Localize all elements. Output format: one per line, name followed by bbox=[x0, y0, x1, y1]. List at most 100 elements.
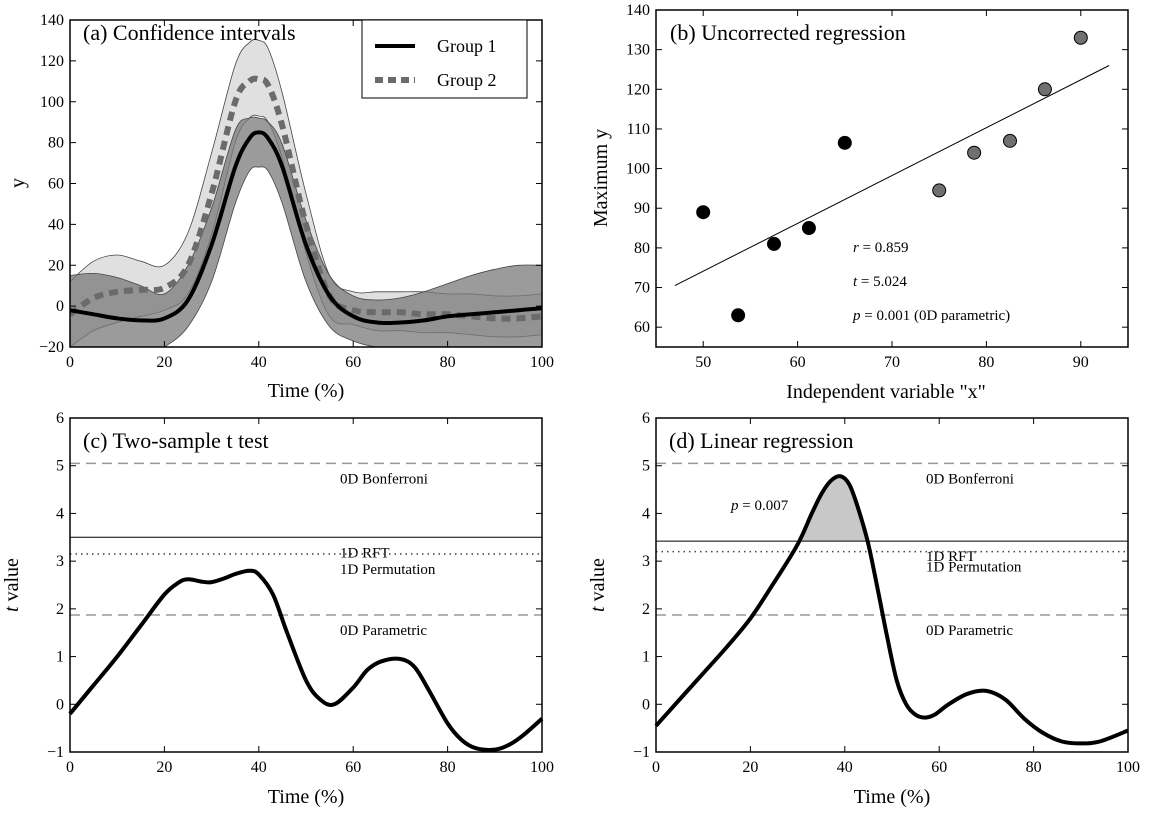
c-ytick-label: 5 bbox=[56, 458, 64, 475]
b-stat-t: t = 5.024 bbox=[853, 274, 907, 290]
a-ytick-label: 100 bbox=[40, 94, 64, 111]
c-ylabel: t value bbox=[1, 558, 23, 612]
d-xtick-label: 0 bbox=[652, 759, 660, 776]
d-xtick-label: 40 bbox=[837, 759, 853, 776]
b-stat-r-symbol: r bbox=[853, 240, 859, 256]
a-ylabel: y bbox=[7, 178, 29, 188]
c-xtick-label: 80 bbox=[440, 759, 456, 776]
d-threshold-label: 0D Parametric bbox=[926, 623, 1013, 639]
b-ytick-label: 130 bbox=[626, 42, 650, 59]
b-ytick-label: 90 bbox=[634, 200, 650, 217]
b-ylabel: Maximum y bbox=[590, 129, 612, 227]
b-ytick-label: 80 bbox=[634, 240, 650, 257]
a-ytick-label: 80 bbox=[48, 135, 64, 152]
d-supra-threshold-cluster bbox=[799, 476, 868, 542]
b-data-point bbox=[696, 205, 711, 220]
b-stat-p-symbol: p bbox=[852, 308, 861, 324]
panel-b-uncorrected-regression: 50 60 70 80 90 60 70 80 90 100 110 120 130 140 (b) Un… bbox=[590, 2, 1129, 403]
c-threshold-label: 0D Parametric bbox=[340, 623, 427, 639]
c-xtick-label: 60 bbox=[345, 759, 361, 776]
b-xtick-label: 60 bbox=[790, 354, 806, 371]
c-threshold-label: 1D RFT bbox=[340, 545, 390, 561]
a-xtick-label: 20 bbox=[156, 354, 172, 371]
a-legend-label-group2: Group 2 bbox=[437, 70, 497, 90]
d-xtick-label: 20 bbox=[742, 759, 758, 776]
b-stat-r-value: = 0.859 bbox=[859, 240, 909, 256]
d-t-curve bbox=[654, 474, 1129, 746]
b-points bbox=[696, 30, 1088, 323]
d-xtick-label: 60 bbox=[931, 759, 947, 776]
d-ytick-label: 6 bbox=[642, 410, 650, 427]
a-legend: Group 1 Group 2 bbox=[361, 19, 528, 99]
c-xlabel: Time (%) bbox=[268, 786, 344, 808]
c-ytick-label: 3 bbox=[56, 553, 64, 570]
a-ytick-label: −20 bbox=[39, 339, 64, 356]
a-ytick-label: 0 bbox=[56, 298, 64, 315]
a-mean-lines bbox=[70, 75, 542, 326]
b-xtick-label: 50 bbox=[695, 354, 711, 371]
d-ytick-label: 0 bbox=[642, 696, 650, 713]
c-ytick-label: 6 bbox=[56, 410, 64, 427]
b-data-point bbox=[1037, 82, 1052, 97]
a-xtick-label: 80 bbox=[440, 354, 456, 371]
b-xlabel: Independent variable "x" bbox=[786, 381, 986, 403]
a-xtick-label: 40 bbox=[251, 354, 267, 371]
c-ytick-label: 1 bbox=[56, 649, 64, 666]
a-series-line-2 bbox=[70, 75, 542, 322]
b-data-point bbox=[731, 308, 746, 323]
d-cluster-p-value: = 0.007 bbox=[739, 498, 789, 514]
a-title: (a) Confidence intervals bbox=[83, 20, 296, 45]
c-xtick-label: 20 bbox=[156, 759, 172, 776]
c-ytick-label: 2 bbox=[56, 601, 64, 618]
a-lines-clip bbox=[70, 75, 542, 326]
b-stat-p-value: = 0.001 (0D parametric) bbox=[861, 308, 1011, 324]
c-xtick-label: 0 bbox=[66, 759, 74, 776]
c-xtick-label: 100 bbox=[530, 759, 554, 776]
d-ylabel-rest: value bbox=[587, 558, 609, 601]
d-axes-frame bbox=[655, 417, 1129, 753]
a-ytick-label: 60 bbox=[48, 176, 64, 193]
a-xtick-label: 100 bbox=[530, 354, 554, 371]
b-title: (b) Uncorrected regression bbox=[670, 20, 906, 45]
b-stat-p: p = 0.001 (0D parametric) bbox=[852, 308, 1010, 324]
c-t-curve bbox=[68, 568, 544, 752]
d-ytick-label: −1 bbox=[633, 744, 650, 761]
b-stat-t-symbol: t bbox=[853, 274, 858, 290]
b-stat-t-value: = 5.024 bbox=[857, 274, 907, 290]
a-ytick-label: 40 bbox=[48, 216, 64, 233]
d-ytick-label: 4 bbox=[642, 505, 650, 522]
b-stat-r: r = 0.859 bbox=[853, 240, 909, 256]
d-threshold-label: 1D RFT bbox=[926, 549, 976, 565]
d-ytick-label: 2 bbox=[642, 601, 650, 618]
d-ytick-label: 3 bbox=[642, 553, 650, 570]
c-threshold-label: 0D Bonferroni bbox=[340, 471, 428, 487]
b-ytick-label: 70 bbox=[634, 280, 650, 297]
d-ytick-label: 1 bbox=[642, 649, 650, 666]
a-xlabel: Time (%) bbox=[268, 380, 344, 402]
a-ytick-label: 120 bbox=[40, 53, 64, 70]
c-ylabel-symbol: t bbox=[1, 606, 23, 612]
c-axes-frame bbox=[69, 417, 543, 753]
b-xtick-label: 90 bbox=[1073, 354, 1089, 371]
b-data-point bbox=[1073, 30, 1088, 45]
a-ytick-label: 140 bbox=[40, 12, 64, 29]
a-ytick-label: 20 bbox=[48, 257, 64, 274]
a-xtick-label: 0 bbox=[66, 354, 74, 371]
a-legend-box bbox=[361, 19, 528, 99]
d-cluster-p-label: p = 0.007 bbox=[730, 498, 789, 514]
c-ytick-label: 0 bbox=[56, 696, 64, 713]
c-ytick-label: 4 bbox=[56, 505, 64, 522]
d-ytick-label: 5 bbox=[642, 458, 650, 475]
a-ci-band-1 bbox=[70, 116, 542, 347]
b-ytick-label: 120 bbox=[626, 81, 650, 98]
b-ytick-label: 60 bbox=[634, 319, 650, 336]
c-ytick-label: −1 bbox=[47, 744, 64, 761]
d-xlabel: Time (%) bbox=[854, 786, 930, 808]
